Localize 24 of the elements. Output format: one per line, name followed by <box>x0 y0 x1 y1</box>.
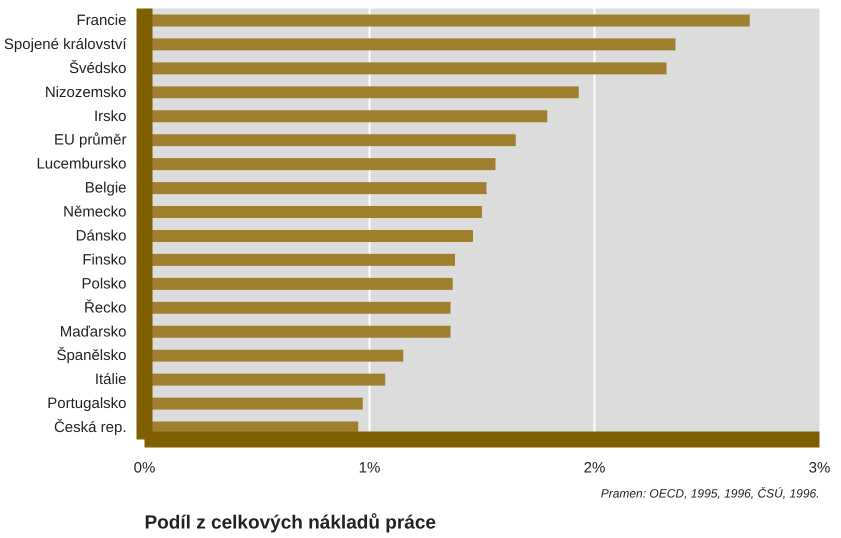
y-tick-label: Belgie <box>84 180 127 197</box>
y-tick-label: Nizozemsko <box>44 84 126 101</box>
y-tick-label: Lucembursko <box>36 156 127 173</box>
y-tick-label: Španělsko <box>56 346 127 364</box>
y-tick-label: Francie <box>76 12 127 29</box>
y-tick-label: Irsko <box>94 108 127 125</box>
y-tick-label: Polsko <box>81 275 127 292</box>
x-tick-label: 0% <box>134 460 156 476</box>
x-tick-label: 2% <box>584 460 606 476</box>
x-axis-title: Podíl z celkových nákladů práce <box>144 512 436 534</box>
y-tick-label: Spojené království <box>4 36 128 53</box>
y-tick-label: Švédsko <box>68 58 127 77</box>
y-tick-label: Maďarsko <box>60 323 127 340</box>
y-tick-label: Finsko <box>82 251 127 268</box>
y-tick-label: Řecko <box>84 298 127 316</box>
text: Pramen: OECD, 1995, 1996, ČSÚ, 1996. <box>600 486 820 500</box>
x-tick-label: 3% <box>808 460 830 476</box>
y-tick-label: Česká rep. <box>54 418 127 436</box>
y-tick-label: Itálie <box>94 371 127 388</box>
y-tick-label: Dánsko <box>76 227 126 244</box>
y-tick-label: Portugalsko <box>47 395 127 412</box>
y-tick-label: EU průměr <box>54 132 127 149</box>
y-tick-label: Německo <box>63 204 127 221</box>
x-tick-label: 1% <box>358 460 380 476</box>
